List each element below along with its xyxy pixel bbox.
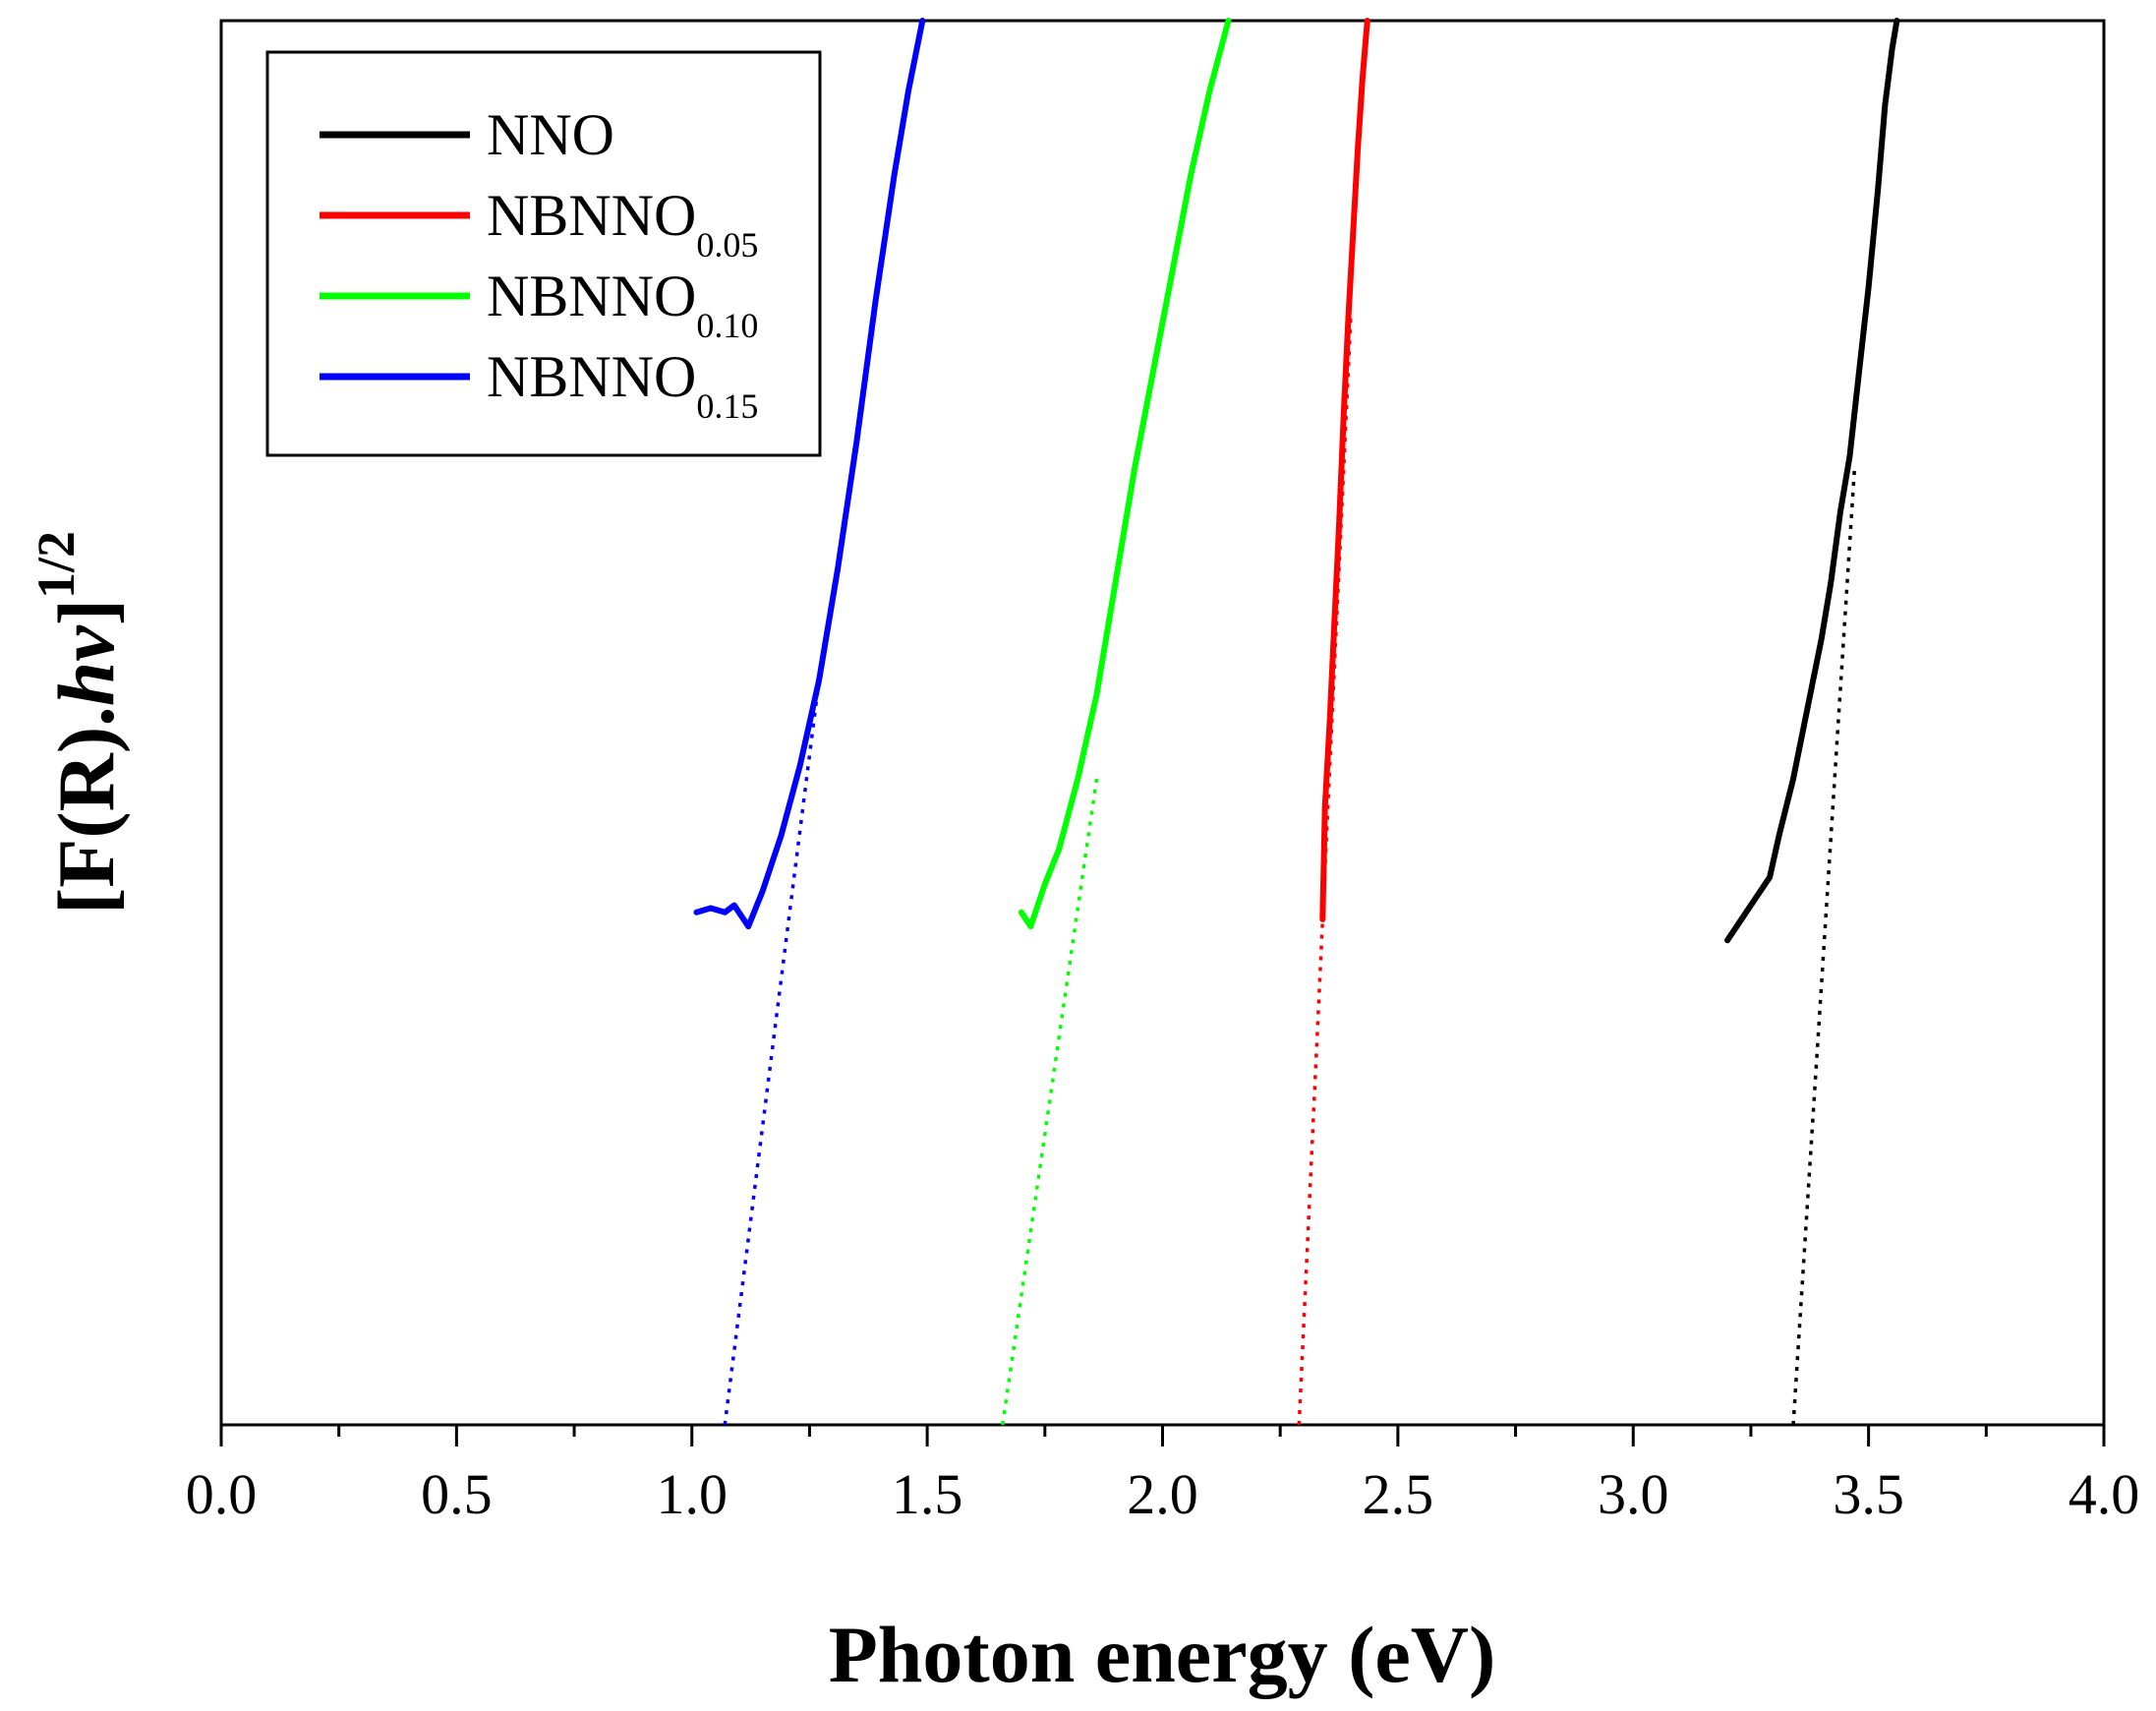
legend-label: NBNNO0.15 <box>487 344 758 426</box>
x-tick-label: 4.0 <box>2069 1462 2140 1526</box>
x-tick-label: 2.0 <box>1127 1462 1198 1526</box>
x-tick-label: 1.0 <box>657 1462 728 1526</box>
legend-label-subscript: 0.10 <box>696 306 758 345</box>
legend-label-base: NBNNO <box>487 264 696 328</box>
y-axis-title-main: [F(R). <box>41 706 131 914</box>
series-lines <box>693 18 1900 944</box>
y-axis-title-superscript: 1/2 <box>27 531 86 599</box>
legend-label-base: NBNNO <box>487 344 696 409</box>
x-tick-label: 1.5 <box>892 1462 963 1526</box>
x-axis-ticks: 0.0 0.5 1.0 1.5 2.0 2.5 3.0 3.5 4.0 <box>186 1425 2140 1526</box>
series-line-nbnno015 <box>693 18 926 930</box>
x-axis-title: Photon energy (eV) <box>829 1610 1496 1699</box>
y-axis-title-close: ] <box>41 599 131 625</box>
legend-label-base: NBNNO <box>487 183 696 248</box>
legend-label: NBNNO0.10 <box>487 264 758 345</box>
series-line-nbnno010 <box>1018 18 1232 930</box>
tangent-line-nno <box>1791 469 1857 1426</box>
tangent-line-nbnno015 <box>723 679 821 1426</box>
series-line-nbnno005 <box>1319 18 1370 922</box>
tangent-lines <box>723 315 1857 1426</box>
series-line-nno <box>1724 18 1900 944</box>
legend-label-base: NNO <box>487 102 614 167</box>
legend-label: NNO <box>487 102 614 167</box>
x-tick-label: 0.5 <box>421 1462 493 1526</box>
y-axis-title-italic: hv <box>41 624 131 707</box>
x-tick-label: 3.5 <box>1833 1462 1904 1526</box>
x-tick-label: 3.0 <box>1598 1462 1669 1526</box>
legend-label-subscript: 0.15 <box>696 386 758 426</box>
y-axis-title: [F(R).hv]1/2 <box>27 531 131 914</box>
x-tick-label: 2.5 <box>1363 1462 1434 1526</box>
legend-label-subscript: 0.05 <box>696 225 758 265</box>
x-tick-label: 0.0 <box>186 1462 258 1526</box>
legend-box <box>265 50 822 457</box>
tangent-line-nbnno010 <box>1000 778 1099 1426</box>
legend-label: NBNNO0.05 <box>487 183 758 265</box>
